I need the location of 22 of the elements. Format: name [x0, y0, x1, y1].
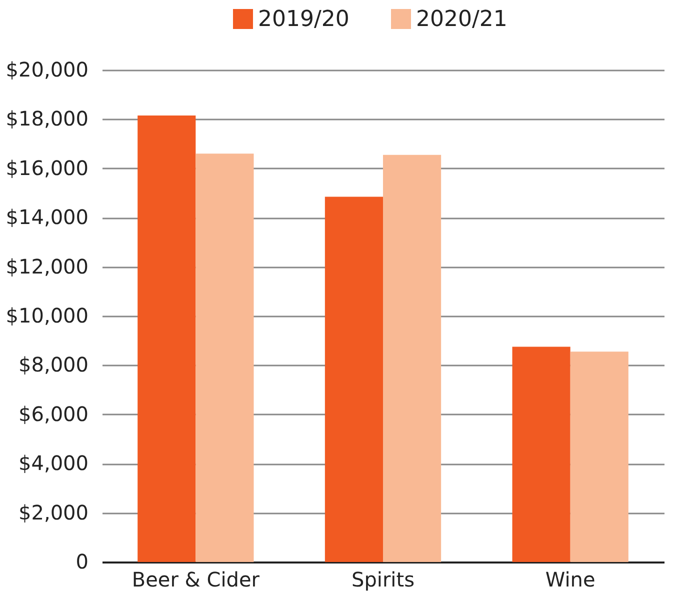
- y-tick-label: $6,000: [18, 402, 88, 426]
- bar: [570, 352, 628, 562]
- legend-label: 2020/21: [416, 7, 508, 32]
- bar: [196, 154, 254, 562]
- bar: [138, 116, 196, 562]
- x-tick-label: Beer & Cider: [132, 568, 260, 592]
- y-tick-label: $16,000: [6, 156, 88, 180]
- y-tick-label: $10,000: [6, 304, 88, 328]
- y-tick-label: $18,000: [6, 106, 88, 131]
- y-tick-label: $20,000: [6, 58, 88, 82]
- x-tick-label: Spirits: [352, 568, 414, 592]
- x-tick-label: Wine: [545, 568, 596, 592]
- bar: [383, 154, 442, 562]
- bar: [512, 346, 570, 562]
- y-tick-label: $4,000: [18, 451, 88, 476]
- y-tick-label: $8,000: [18, 352, 88, 377]
- y-tick-label: $2,000: [18, 500, 88, 524]
- bar: [324, 196, 383, 562]
- y-tick-label: 0: [76, 550, 88, 574]
- legend-label: 2019/20: [258, 7, 350, 32]
- y-tick-label: $12,000: [6, 254, 88, 278]
- y-tick-label: $14,000: [6, 205, 88, 230]
